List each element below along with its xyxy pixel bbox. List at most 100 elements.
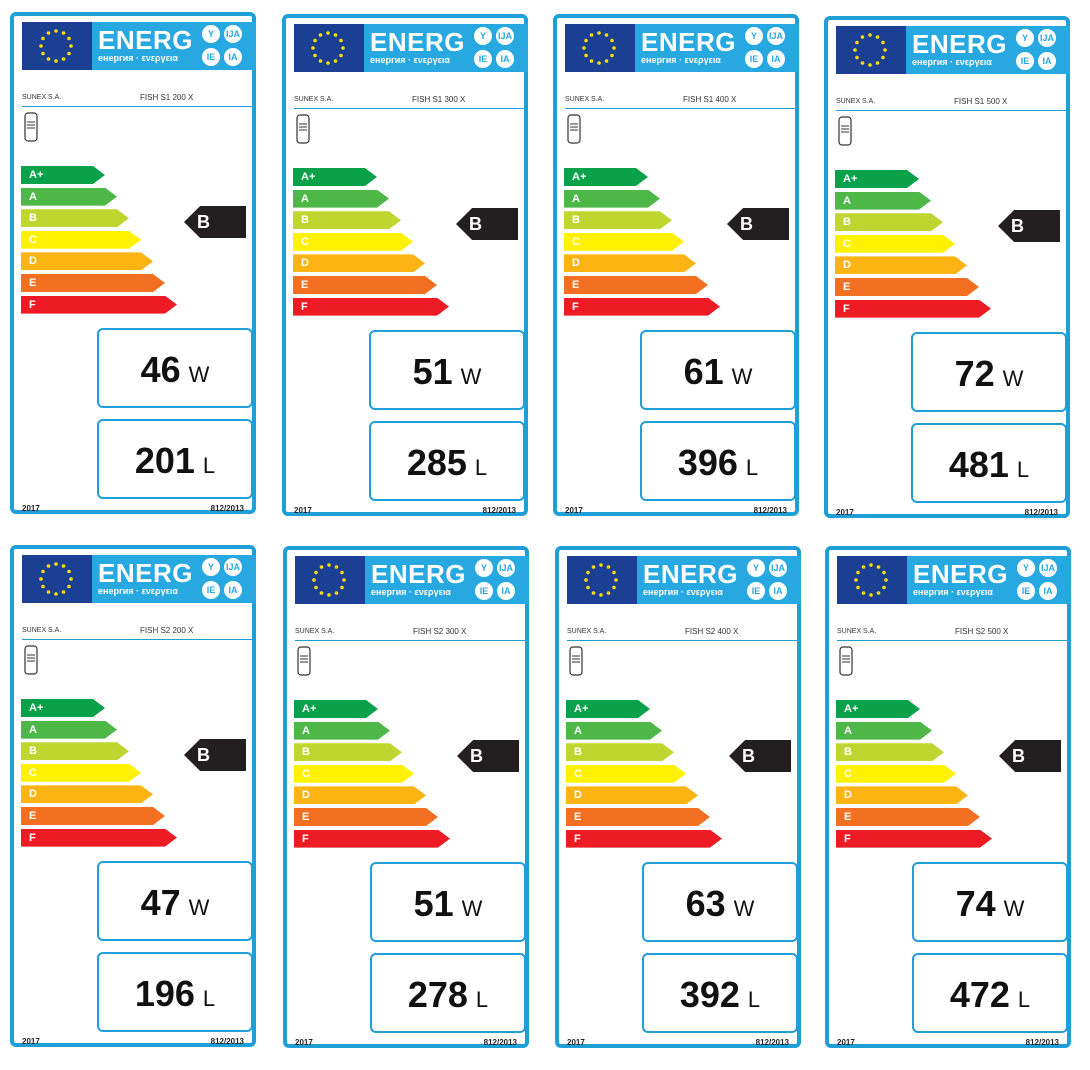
eu-star-icon xyxy=(591,591,596,595)
label-header: ENERG енергия · ενεργεια Y IJA IE IA xyxy=(294,24,528,72)
rating-class: B xyxy=(470,746,483,766)
divider xyxy=(294,108,526,109)
class-bar-letter: A+ xyxy=(29,702,44,714)
eu-star-icon xyxy=(584,53,588,58)
eu-star-icon xyxy=(46,590,51,594)
eu-star-icon xyxy=(589,59,594,63)
eu-star-icon xyxy=(54,562,58,566)
class-bar: C xyxy=(566,764,686,783)
class-bar-letter: D xyxy=(843,259,851,272)
energy-word: ENERG xyxy=(370,27,465,57)
label-year: 2017 xyxy=(22,504,40,513)
divider xyxy=(22,639,254,640)
class-bar-letter: D xyxy=(572,257,580,270)
lang-code: IA xyxy=(224,581,242,599)
eu-star-icon xyxy=(599,593,603,597)
class-bar-letter: B xyxy=(301,214,309,227)
eu-flag-icon xyxy=(837,556,907,604)
class-bar-letter: D xyxy=(844,789,852,802)
class-bar-letter: A xyxy=(843,194,851,207)
regulation-number: 812/2013 xyxy=(482,506,516,515)
class-bar: D xyxy=(835,256,967,275)
eu-star-icon xyxy=(327,563,331,567)
energy-label: ENERG енергия · ενεργεια Y IJA IE IA SUN… xyxy=(282,14,528,516)
volume-value: 396 xyxy=(677,442,738,483)
eu-star-icon xyxy=(334,565,339,569)
class-bar: A+ xyxy=(293,168,377,186)
class-bar: A xyxy=(21,187,117,206)
class-bar: B xyxy=(294,743,402,762)
regulation-number: 812/2013 xyxy=(483,1038,517,1047)
label-year: 2017 xyxy=(567,1038,585,1047)
water-tank-icon xyxy=(24,112,38,142)
eu-star-icon xyxy=(69,44,73,48)
energy-banner: ENERG енергия · ενεργεια Y IJA IE IA xyxy=(92,555,256,603)
rating-arrow: B xyxy=(729,740,791,772)
efficiency-scale: A+ A B C D E F xyxy=(564,168,720,319)
lang-code: Y xyxy=(1017,559,1035,577)
volume-unit: L xyxy=(1017,987,1031,1012)
lang-code: IE xyxy=(745,50,763,68)
lang-code: IJA xyxy=(224,558,242,576)
class-bar: E xyxy=(564,275,708,294)
eu-flag-icon xyxy=(22,555,92,603)
class-bar: F xyxy=(835,299,991,318)
eu-star-icon xyxy=(333,59,338,63)
class-bar-letter: D xyxy=(301,257,309,270)
energy-word: ENERG xyxy=(643,559,738,589)
eu-star-icon xyxy=(855,55,859,60)
regulation-number: 812/2013 xyxy=(1024,508,1058,517)
heat-loss-box: 61 W xyxy=(640,330,796,410)
heat-loss-value: 47 xyxy=(140,882,181,923)
label-year: 2017 xyxy=(836,508,854,517)
class-bar-letter: A xyxy=(29,723,37,736)
heat-loss-value: 51 xyxy=(412,351,453,392)
energy-banner: ENERG енергия · ενεργεια Y IJA IE IA xyxy=(92,22,256,70)
lang-code: IA xyxy=(1039,582,1057,600)
eu-star-icon xyxy=(67,51,71,56)
class-bar-letter: B xyxy=(29,745,37,758)
class-bar: A xyxy=(294,721,390,740)
rating-class: B xyxy=(197,745,210,765)
lang-code: IE xyxy=(747,582,765,600)
volume-box: 481 L xyxy=(911,423,1067,503)
eu-star-icon xyxy=(584,578,588,582)
lang-code: IJA xyxy=(497,559,515,577)
class-bar-letter: A+ xyxy=(302,703,317,715)
class-bar-letter: B xyxy=(302,746,310,759)
eu-star-icon xyxy=(46,564,51,568)
heat-loss-value: 61 xyxy=(683,351,724,392)
heat-loss-value: 74 xyxy=(955,883,996,924)
eu-star-icon xyxy=(340,570,344,575)
class-bar: D xyxy=(293,254,425,273)
eu-star-icon xyxy=(584,38,588,43)
class-bar-letter: D xyxy=(574,789,582,802)
class-bar-letter: A+ xyxy=(844,703,859,715)
divider xyxy=(295,640,527,641)
class-bar: A+ xyxy=(566,700,650,718)
label-header: ENERG енергия · ενεργεια Y IJA IE IA xyxy=(836,26,1070,74)
lang-code: IJA xyxy=(224,25,242,43)
eu-star-icon xyxy=(612,46,616,50)
heat-loss-unit: W xyxy=(731,364,753,389)
eu-star-icon xyxy=(314,570,318,575)
divider xyxy=(565,108,797,109)
energy-label: ENERG енергия · ενεργεια Y IJA IE IA SUN… xyxy=(553,14,799,516)
supplier-name: SUNEX S.A. xyxy=(295,628,335,635)
supplier-name: SUNEX S.A. xyxy=(294,96,334,103)
class-bar: E xyxy=(294,807,438,826)
energy-label: ENERG енергия · ενεργεια Y IJA IE IA SUN… xyxy=(10,545,256,1047)
efficiency-scale: A+ A B C D E F xyxy=(566,700,722,851)
eu-star-icon xyxy=(326,61,330,65)
rating-arrow: B xyxy=(456,208,518,240)
heat-loss-value: 63 xyxy=(685,883,726,924)
rating-class: B xyxy=(740,214,753,234)
eu-star-icon xyxy=(884,578,888,582)
model-name: FISH S1 500 X xyxy=(954,97,1008,106)
supplier-name: SUNEX S.A. xyxy=(567,628,607,635)
model-name: FISH S1 400 X xyxy=(683,95,737,104)
class-bar: F xyxy=(21,295,177,314)
volume-unit: L xyxy=(474,455,488,480)
class-bar-letter: A xyxy=(574,724,582,737)
energy-subtitle: енергия · ενεργεια xyxy=(643,587,723,597)
